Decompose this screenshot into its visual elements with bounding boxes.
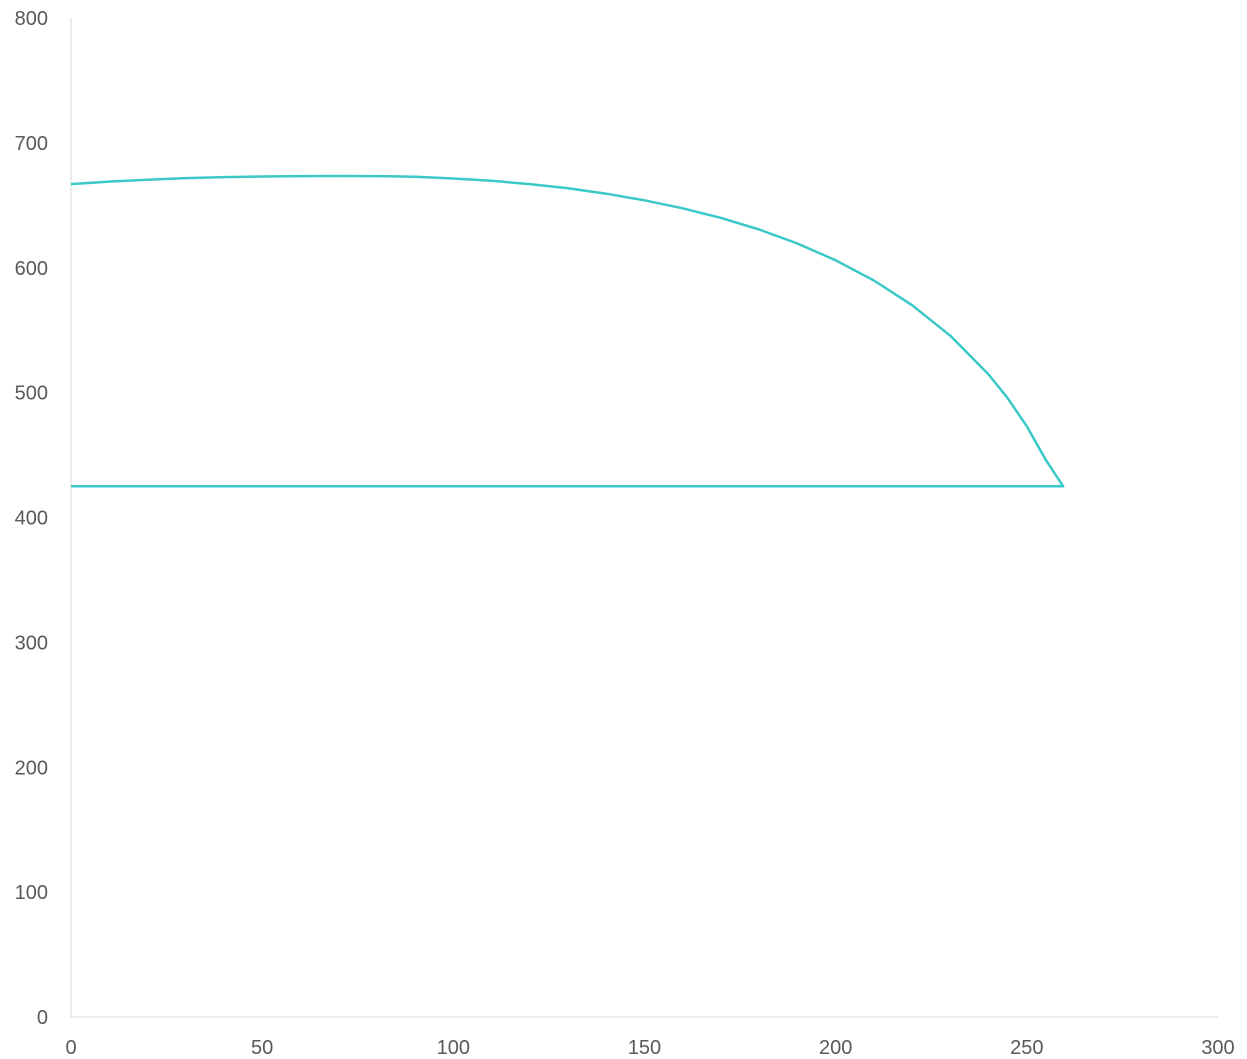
y-axis-tick-labels: 0 100 200 300 400 500 600 700 800 [15,8,48,1029]
x-axis-tick-labels: 0 50 100 150 200 250 300 [65,1037,1234,1059]
y-tick-label: 700 [15,133,48,155]
x-tick-label: 150 [628,1037,661,1059]
x-tick-label: 200 [819,1037,852,1059]
x-tick-label: 300 [1201,1037,1234,1059]
series-line [70,174,1065,488]
y-tick-label: 0 [37,1007,48,1029]
series-layer [70,174,1065,488]
y-tick-label: 200 [15,757,48,779]
x-tick-label: 250 [1010,1037,1043,1059]
y-tick-label: 500 [15,383,48,405]
x-tick-label: 50 [251,1037,273,1059]
y-tick-label: 400 [15,508,48,530]
y-tick-label: 100 [15,882,48,904]
y-tick-label: 600 [15,258,48,280]
x-tick-label: 0 [65,1037,76,1059]
y-tick-label: 300 [15,632,48,654]
y-tick-label: 800 [15,8,48,30]
x-tick-label: 100 [437,1037,470,1059]
